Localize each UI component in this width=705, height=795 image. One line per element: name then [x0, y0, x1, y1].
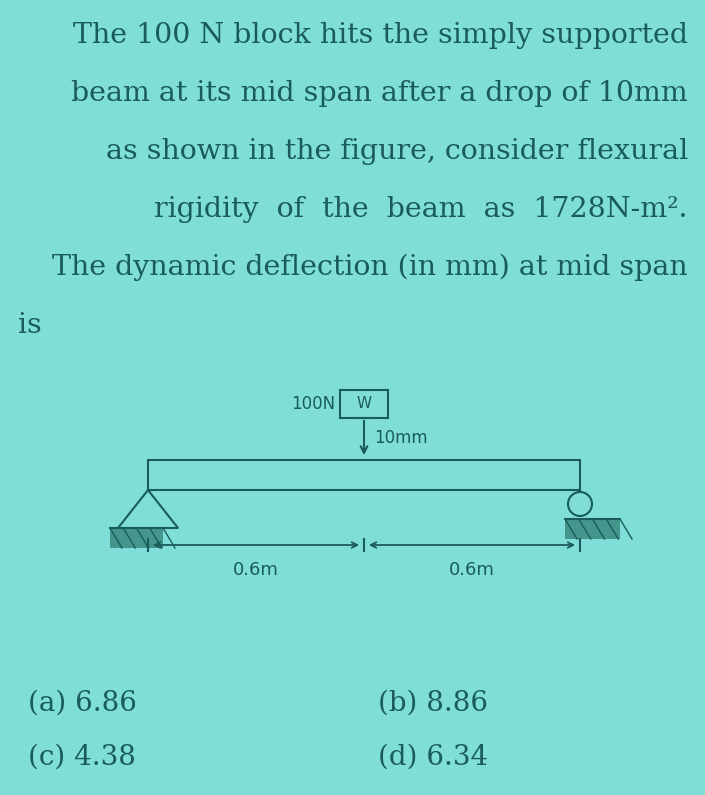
Text: W: W	[357, 397, 372, 412]
Text: (a) 6.86: (a) 6.86	[28, 689, 137, 716]
Circle shape	[568, 492, 592, 516]
Text: (d) 6.34: (d) 6.34	[378, 743, 488, 770]
Text: 100N: 100N	[291, 395, 335, 413]
Text: The dynamic deflection (in mm) at mid span: The dynamic deflection (in mm) at mid sp…	[52, 254, 688, 281]
Bar	[110, 528, 163, 548]
Text: (c) 4.38: (c) 4.38	[28, 743, 136, 770]
Text: rigidity  of  the  beam  as  1728N-m².: rigidity of the beam as 1728N-m².	[154, 196, 688, 223]
Text: as shown in the figure, consider flexural: as shown in the figure, consider flexura…	[106, 138, 688, 165]
Text: is: is	[18, 312, 42, 339]
Text: beam at its mid span after a drop of 10mm: beam at its mid span after a drop of 10m…	[71, 80, 688, 107]
Text: The 100 N block hits the simply supported: The 100 N block hits the simply supporte…	[73, 22, 688, 49]
Polygon shape	[118, 490, 178, 528]
Bar	[340, 390, 388, 418]
Text: 0.6m: 0.6m	[449, 561, 495, 579]
Bar	[148, 460, 580, 490]
Text: 10mm: 10mm	[374, 429, 428, 447]
Bar	[565, 519, 620, 539]
Text: 0.6m: 0.6m	[233, 561, 279, 579]
Text: (b) 8.86: (b) 8.86	[378, 689, 488, 716]
